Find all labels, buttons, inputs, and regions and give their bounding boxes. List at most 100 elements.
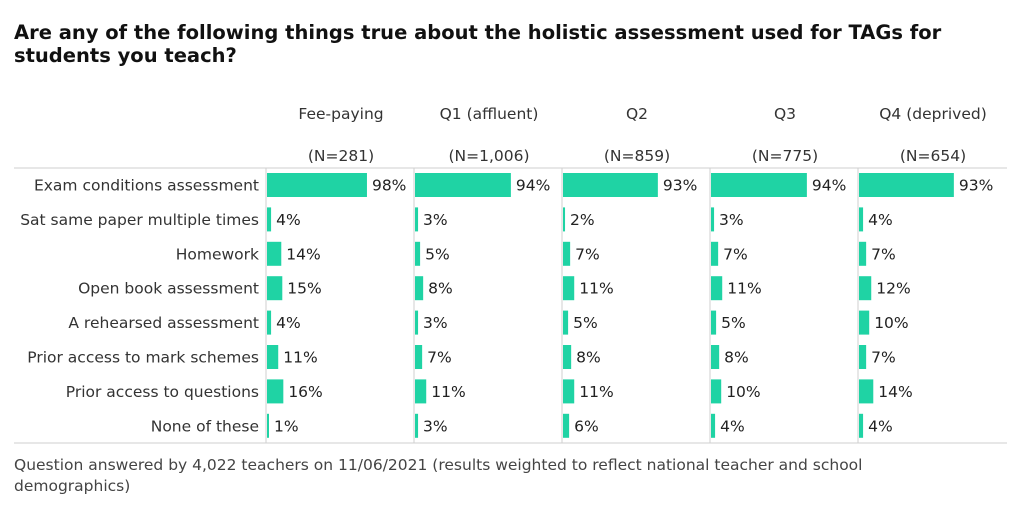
value-label: 10% xyxy=(726,383,760,401)
bar xyxy=(563,241,571,266)
column-n-label-5: (N=654) xyxy=(900,147,966,165)
value-label: 3% xyxy=(423,314,448,332)
row-label: Sat same paper multiple times xyxy=(20,211,259,229)
value-label: 93% xyxy=(663,177,697,195)
row-label: Exam conditions assessment xyxy=(34,177,259,195)
bar xyxy=(859,276,872,301)
value-label: 15% xyxy=(287,280,321,298)
column-n-label-4: (N=775) xyxy=(752,147,818,165)
value-label: 5% xyxy=(721,314,746,332)
value-label: 8% xyxy=(576,349,601,367)
value-label: 7% xyxy=(427,349,452,367)
value-label: 1% xyxy=(274,417,299,435)
bar xyxy=(267,207,272,232)
bar xyxy=(415,207,419,232)
bar xyxy=(859,379,874,404)
column-n-label-2: (N=1,006) xyxy=(448,147,529,165)
bar xyxy=(415,413,419,438)
value-label: 3% xyxy=(719,211,744,229)
bar xyxy=(267,173,367,197)
bar xyxy=(415,276,424,301)
value-label: 7% xyxy=(871,349,896,367)
value-label: 11% xyxy=(283,349,317,367)
bar xyxy=(267,241,282,266)
bar xyxy=(563,310,569,335)
chart-title: Are any of the following things true abo… xyxy=(14,21,942,67)
value-label: 94% xyxy=(516,177,550,195)
value-label: 14% xyxy=(286,245,320,263)
value-label: 11% xyxy=(431,383,465,401)
value-label: 11% xyxy=(727,280,761,298)
value-label: 2% xyxy=(570,211,595,229)
row-label: A rehearsed assessment xyxy=(68,314,259,332)
value-label: 3% xyxy=(423,417,448,435)
row-label: Prior access to mark schemes xyxy=(27,349,259,367)
bar xyxy=(267,345,279,369)
bar xyxy=(859,345,867,369)
bar xyxy=(415,379,427,404)
row-label: Homework xyxy=(176,245,259,263)
footnote: Question answered by 4,022 teachers on 1… xyxy=(14,456,863,495)
value-label: 11% xyxy=(579,383,613,401)
bar xyxy=(711,241,719,266)
value-label: 94% xyxy=(812,177,846,195)
value-label: 6% xyxy=(574,417,599,435)
value-label: 12% xyxy=(876,280,910,298)
bar xyxy=(711,207,715,232)
value-label: 8% xyxy=(724,349,749,367)
bar xyxy=(711,379,722,404)
bar xyxy=(415,241,421,266)
value-label: 3% xyxy=(423,211,448,229)
column-header-5: Q4 (deprived) xyxy=(879,105,987,123)
column-header-1: Fee-paying xyxy=(298,105,383,123)
bar xyxy=(711,310,717,335)
column-n-label-3: (N=859) xyxy=(604,147,670,165)
bar xyxy=(415,173,511,197)
column-header-4: Q3 xyxy=(774,105,796,123)
value-label: 14% xyxy=(878,383,912,401)
row-label: None of these xyxy=(151,417,259,435)
bar xyxy=(859,173,954,197)
bar xyxy=(267,413,269,438)
bar xyxy=(563,173,658,197)
row-label: Prior access to questions xyxy=(66,383,259,401)
column-header-3: Q2 xyxy=(626,105,648,123)
bar xyxy=(267,276,283,301)
bar xyxy=(267,379,284,404)
bar xyxy=(563,207,566,232)
bar xyxy=(563,413,570,438)
bar xyxy=(859,413,864,438)
bar xyxy=(711,276,723,301)
bar xyxy=(267,310,272,335)
bar xyxy=(859,310,870,335)
row-label: Open book assessment xyxy=(78,280,259,298)
bar xyxy=(711,173,807,197)
bar xyxy=(859,207,864,232)
value-label: 16% xyxy=(288,383,322,401)
bar xyxy=(563,276,575,301)
value-label: 4% xyxy=(276,211,301,229)
value-label: 4% xyxy=(720,417,745,435)
bar xyxy=(859,241,867,266)
value-label: 7% xyxy=(723,245,748,263)
bar xyxy=(415,310,419,335)
value-label: 7% xyxy=(871,245,896,263)
value-label: 5% xyxy=(573,314,598,332)
bar xyxy=(711,345,720,369)
value-label: 93% xyxy=(959,177,993,195)
value-label: 4% xyxy=(868,211,893,229)
bar xyxy=(563,345,572,369)
bar xyxy=(563,379,575,404)
value-label: 5% xyxy=(425,245,450,263)
value-label: 11% xyxy=(579,280,613,298)
value-label: 8% xyxy=(428,280,453,298)
value-label: 10% xyxy=(874,314,908,332)
bar xyxy=(415,345,423,369)
value-label: 7% xyxy=(575,245,600,263)
value-label: 98% xyxy=(372,177,406,195)
value-label: 4% xyxy=(276,314,301,332)
column-header-2: Q1 (affluent) xyxy=(440,105,539,123)
column-n-label-1: (N=281) xyxy=(308,147,374,165)
value-label: 4% xyxy=(868,417,893,435)
